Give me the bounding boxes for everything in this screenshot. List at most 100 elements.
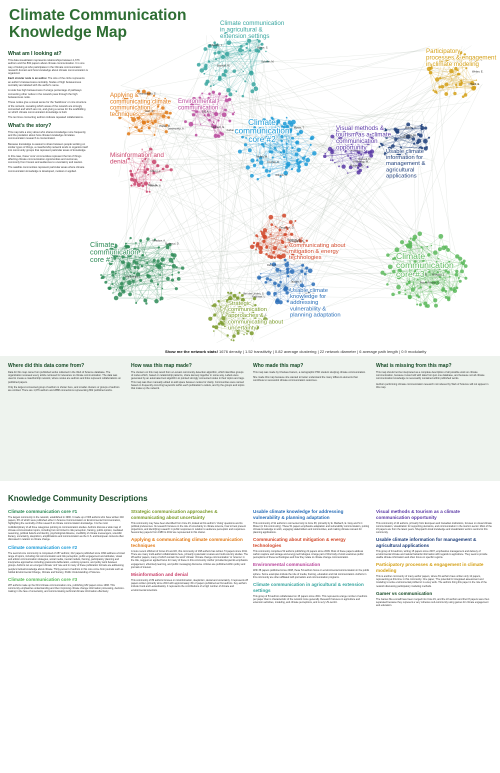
author-node[interactable]	[379, 142, 383, 145]
author-node[interactable]	[262, 234, 266, 239]
author-node[interactable]	[148, 182, 151, 184]
author-node[interactable]	[330, 134, 335, 139]
author-node[interactable]	[436, 271, 439, 274]
author-node[interactable]	[194, 102, 198, 105]
author-node[interactable]	[213, 41, 216, 44]
author-node[interactable]	[156, 98, 161, 103]
author-node[interactable]	[130, 177, 134, 182]
author-label[interactable]: Kirchhoff, C.	[469, 58, 484, 62]
author-label[interactable]: O'Neill, S.	[468, 82, 480, 86]
author-node[interactable]	[258, 127, 263, 132]
author-node[interactable]	[273, 146, 277, 150]
author-node[interactable]	[454, 272, 459, 277]
author-label[interactable]: Jacobs, K.	[290, 279, 302, 283]
author-node[interactable]	[324, 152, 326, 155]
author-node[interactable]	[247, 37, 250, 39]
author-node[interactable]	[227, 97, 232, 102]
author-node[interactable]	[173, 257, 176, 260]
author-node[interactable]	[441, 287, 446, 292]
author-node[interactable]	[220, 54, 226, 60]
author-node[interactable]	[226, 88, 231, 93]
author-node[interactable]	[217, 50, 221, 55]
author-node[interactable]	[256, 38, 259, 41]
author-node[interactable]	[207, 96, 210, 100]
author-node[interactable]	[433, 298, 438, 303]
author-node[interactable]	[206, 113, 210, 117]
author-node[interactable]	[422, 248, 424, 250]
author-node[interactable]	[279, 280, 282, 284]
author-node[interactable]	[463, 264, 468, 268]
author-node[interactable]	[276, 254, 281, 259]
author-node[interactable]	[249, 314, 253, 318]
author-node[interactable]	[115, 107, 120, 113]
author-node[interactable]	[296, 147, 301, 153]
author-node[interactable]	[208, 45, 210, 48]
author-node[interactable]	[285, 291, 289, 295]
author-node[interactable]	[256, 306, 260, 310]
author-node[interactable]	[166, 243, 169, 247]
author-node[interactable]	[245, 46, 248, 49]
author-node[interactable]	[121, 289, 126, 294]
author-node[interactable]	[283, 156, 286, 159]
author-node[interactable]	[213, 313, 217, 317]
author-node[interactable]	[235, 327, 241, 332]
author-node[interactable]	[274, 299, 280, 305]
author-node[interactable]	[131, 156, 134, 159]
author-node[interactable]	[156, 259, 160, 263]
author-node[interactable]	[420, 125, 425, 131]
author-node[interactable]	[275, 267, 280, 272]
author-node[interactable]	[129, 268, 132, 270]
author-label[interactable]: Feldman, L.	[252, 295, 266, 299]
author-node[interactable]	[262, 118, 267, 123]
author-node[interactable]	[152, 258, 156, 262]
author-node[interactable]	[444, 295, 448, 299]
author-node[interactable]	[129, 275, 132, 277]
author-node[interactable]	[214, 111, 219, 117]
author-node[interactable]	[254, 315, 258, 319]
author-node[interactable]	[250, 173, 254, 178]
author-node[interactable]	[196, 104, 200, 108]
author-node[interactable]	[410, 287, 415, 292]
author-node[interactable]	[435, 260, 438, 263]
author-node[interactable]	[257, 318, 262, 323]
author-node[interactable]	[405, 134, 411, 139]
author-node[interactable]	[190, 102, 195, 107]
author-node[interactable]	[248, 49, 252, 52]
author-node[interactable]	[168, 257, 174, 263]
author-node[interactable]	[118, 116, 122, 120]
author-node[interactable]	[334, 161, 336, 164]
author-node[interactable]	[420, 246, 423, 249]
author-node[interactable]	[140, 127, 143, 130]
author-node[interactable]	[302, 242, 306, 245]
author-node[interactable]	[161, 114, 166, 119]
author-node[interactable]	[269, 255, 274, 259]
author-node[interactable]	[133, 178, 138, 183]
author-label[interactable]: Morton, L.	[256, 312, 268, 316]
author-node[interactable]	[303, 272, 307, 276]
author-node[interactable]	[391, 292, 395, 297]
author-node[interactable]	[138, 130, 141, 133]
author-node[interactable]	[286, 267, 290, 271]
cluster-participatory[interactable]	[426, 50, 479, 99]
author-node[interactable]	[224, 98, 229, 103]
author-node[interactable]	[137, 104, 139, 107]
author-node[interactable]	[259, 47, 263, 51]
author-node[interactable]	[260, 137, 265, 142]
author-node[interactable]	[135, 126, 138, 129]
author-node[interactable]	[292, 224, 294, 226]
cluster-visual[interactable]	[323, 129, 375, 175]
author-node[interactable]	[418, 146, 424, 151]
author-node[interactable]	[257, 49, 261, 53]
author-node[interactable]	[277, 283, 281, 288]
author-node[interactable]	[199, 123, 202, 125]
author-node[interactable]	[350, 149, 353, 151]
author-node[interactable]	[146, 120, 150, 124]
author-node[interactable]	[152, 94, 156, 97]
author-node[interactable]	[147, 173, 149, 176]
author-node[interactable]	[368, 133, 374, 139]
author-node[interactable]	[295, 159, 299, 163]
author-node[interactable]	[227, 313, 229, 315]
author-node[interactable]	[218, 301, 220, 303]
author-node[interactable]	[130, 116, 133, 119]
author-label[interactable]: Anderegg, W.	[353, 160, 369, 164]
